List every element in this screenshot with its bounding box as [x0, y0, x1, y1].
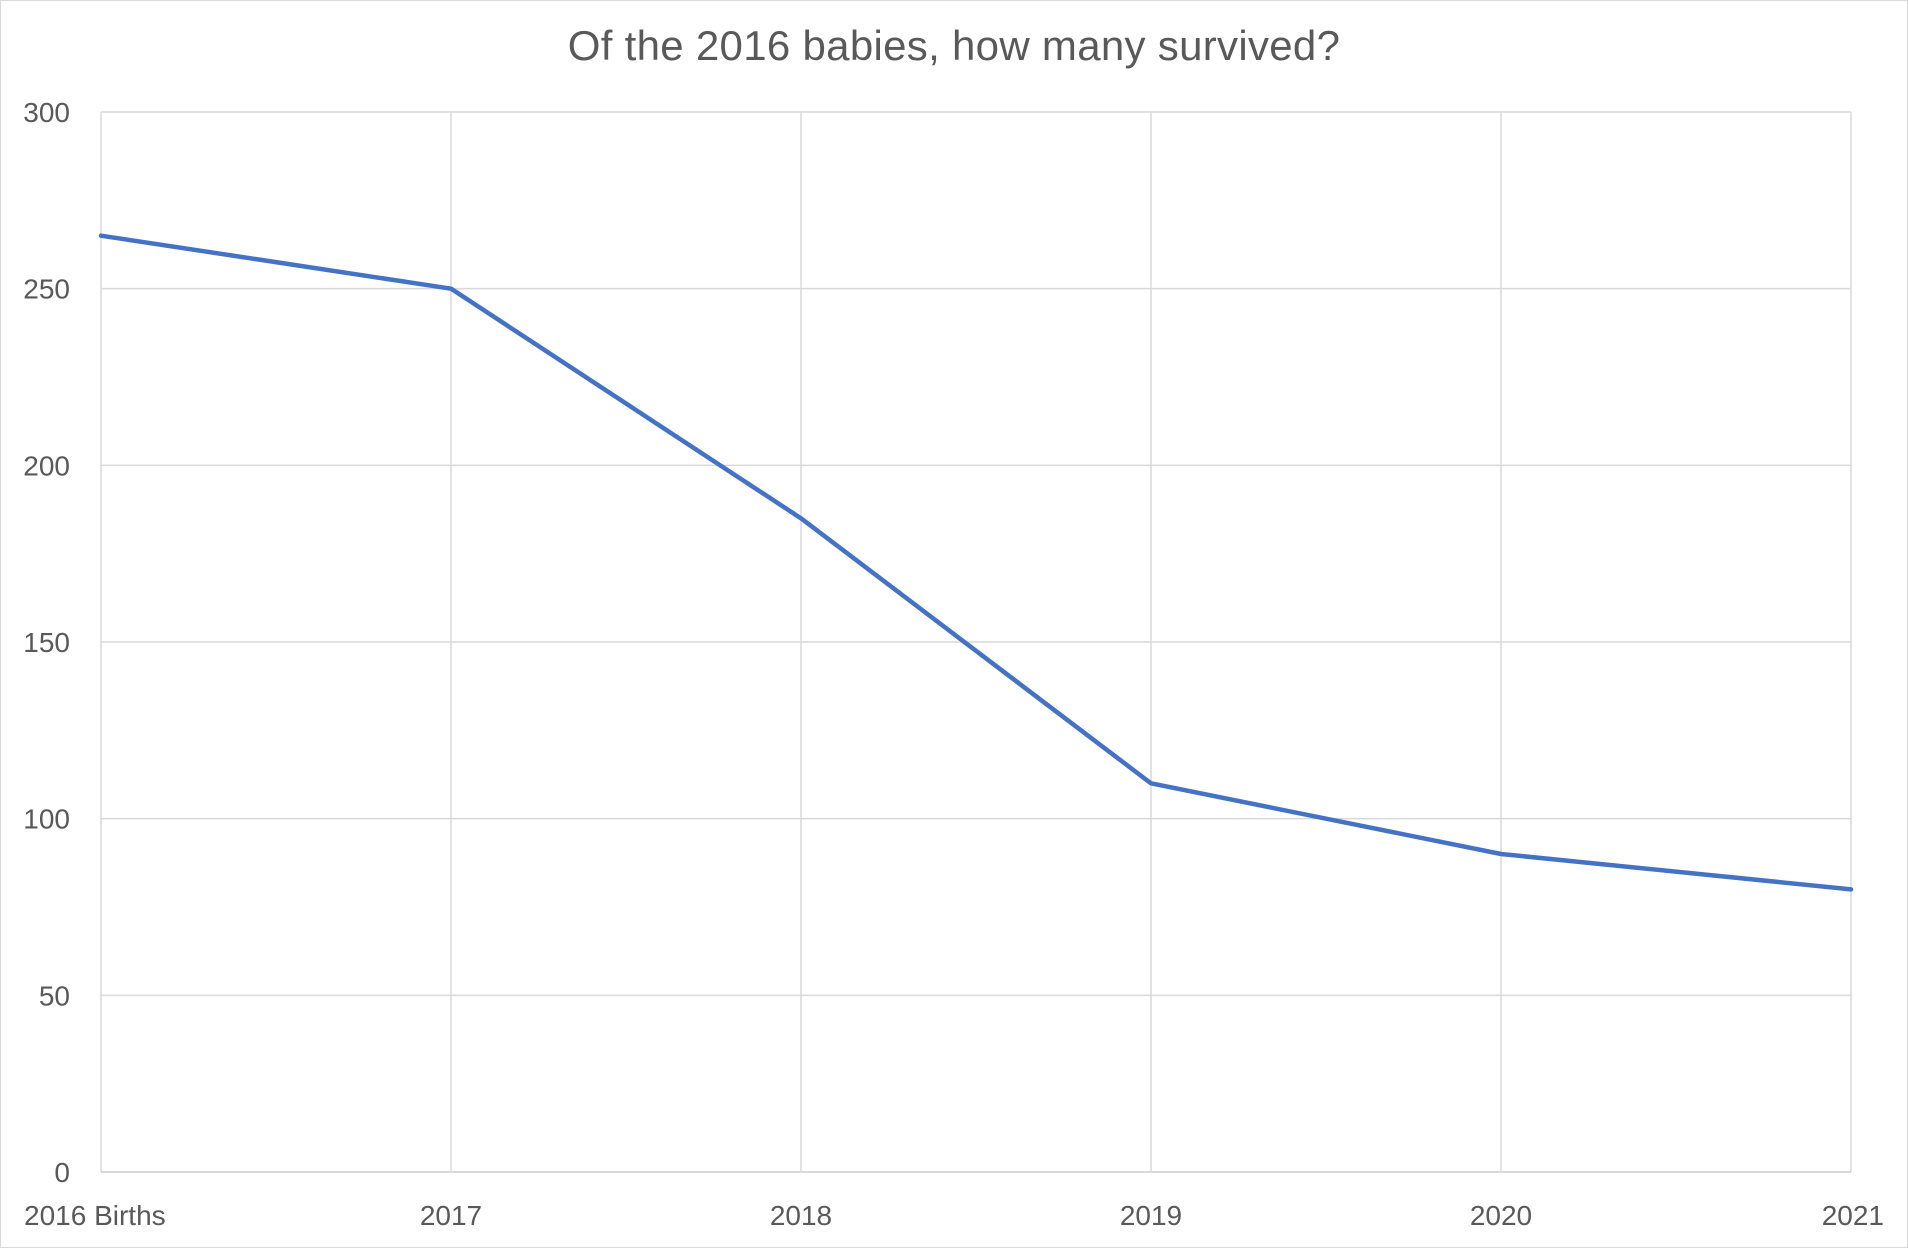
x-tick-label: 2020	[1470, 1200, 1532, 1231]
y-tick-label: 50	[39, 980, 70, 1011]
y-tick-label: 250	[23, 274, 70, 305]
series-line	[98, 233, 1854, 892]
x-tick-label: 2019	[1120, 1200, 1182, 1231]
y-tick-label: 100	[23, 804, 70, 835]
gridlines	[100, 111, 1852, 1172]
y-tick-label: 200	[23, 450, 70, 481]
tick-labels: 0 50 100 150 200 250 300 2016 Births 2017 2018 201…	[23, 97, 1884, 1231]
x-tick-label: 2021	[1822, 1200, 1884, 1231]
series	[98, 233, 1854, 892]
x-tick-label: 2017	[420, 1200, 482, 1231]
y-tick-label: 300	[23, 97, 70, 128]
x-tick-label: 2016 Births	[24, 1200, 166, 1231]
y-tick-label: 150	[23, 627, 70, 658]
y-tick-label: 0	[54, 1157, 70, 1188]
chart-title: Of the 2016 babies, how many survived?	[567, 22, 1341, 69]
x-tick-label: 2018	[770, 1200, 832, 1231]
